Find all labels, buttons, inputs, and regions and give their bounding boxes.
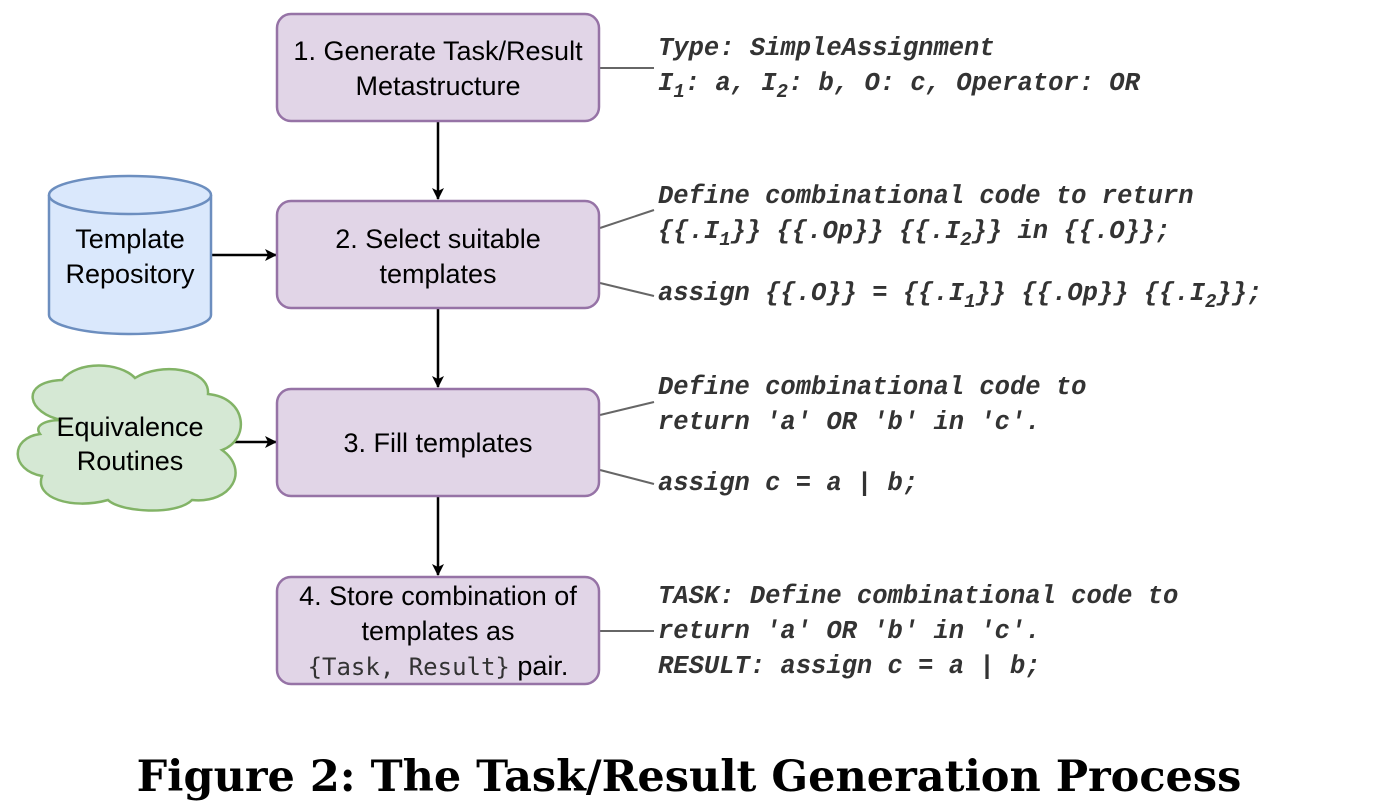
connector-step3-annotation-b [599, 469, 655, 485]
step-2-line-1: 2. Select suitable [335, 224, 541, 254]
step-4-suffix: pair. [510, 651, 569, 681]
annotation-2a-line-2: {{.I1}} {{.Op}} {{.I2}} in {{.O}}; [658, 217, 1171, 251]
figure-caption: Figure 2: The Task/Result Generation Pro… [136, 752, 1242, 802]
annotation-step-2-task-template: Define combinational code to return {{.I… [658, 182, 1194, 251]
annotation-1-line-1: Type: SimpleAssignment [658, 34, 995, 63]
connector-step2-annotation-a [599, 209, 655, 229]
routines-line-2: Routines [77, 446, 184, 476]
step-4-line-2: templates as [361, 616, 514, 646]
step-3-box: 3. Fill templates [275, 387, 601, 498]
annotation-1-line-2: I1: a, I2: b, O: c, Operator: OR [658, 69, 1141, 103]
annotation-step-2-result-template: assign {{.O}} = {{.I1}} {{.Op}} {{.I2}}; [658, 279, 1262, 313]
annotation-2b-line-1: assign {{.O}} = {{.I1}} {{.Op}} {{.I2}}; [658, 279, 1262, 313]
annotation-step-1: Type: SimpleAssignment I1: a, I2: b, O: … [658, 34, 1141, 103]
annotation-4-line-2: return 'a' OR 'b' in 'c'. [658, 617, 1041, 646]
repository-line-1: Template [75, 224, 185, 254]
annotation-3a-line-2: return 'a' OR 'b' in 'c'. [658, 408, 1041, 437]
annotation-2a-line-1: Define combinational code to return [658, 182, 1194, 211]
annotation-step-3-task: Define combinational code to return 'a' … [658, 373, 1086, 437]
step-4-line-1: 4. Store combination of [299, 581, 577, 611]
task-result-code: {Task, Result} [308, 653, 510, 681]
connector-step3-annotation-a [599, 401, 655, 416]
step-4-line-3: {Task, Result} pair. [308, 651, 569, 681]
step-1-line-2: Metastructure [355, 71, 520, 101]
annotation-3a-line-1: Define combinational code to [658, 373, 1086, 402]
connector-step2-annotation-b [599, 282, 655, 297]
step-2-line-2: templates [379, 259, 496, 289]
annotation-step-3-result: assign c = a | b; [658, 469, 918, 498]
step-2-box: 2. Select suitable templates [275, 199, 601, 310]
step-1-line-1: 1. Generate Task/Result [293, 36, 583, 66]
equivalence-routines-cloud: Equivalence Routines [16, 364, 243, 512]
step-1-box: 1. Generate Task/Result Metastructure [275, 12, 601, 123]
flow-diagram: 1. Generate Task/Result Metastructure 2.… [16, 12, 1262, 686]
step-4-box: 4. Store combination of templates as {Ta… [275, 575, 601, 686]
annotation-step-4: TASK: Define combinational code to retur… [658, 582, 1178, 681]
routines-line-1: Equivalence [56, 412, 203, 442]
template-repository-cylinder: Template Repository [47, 174, 213, 336]
annotation-4-line-1: TASK: Define combinational code to [658, 582, 1178, 611]
annotation-3b-line-1: assign c = a | b; [658, 469, 918, 498]
repository-line-2: Repository [65, 259, 195, 289]
step-3-line-1: 3. Fill templates [343, 428, 532, 458]
annotation-4-line-3: RESULT: assign c = a | b; [658, 652, 1041, 681]
